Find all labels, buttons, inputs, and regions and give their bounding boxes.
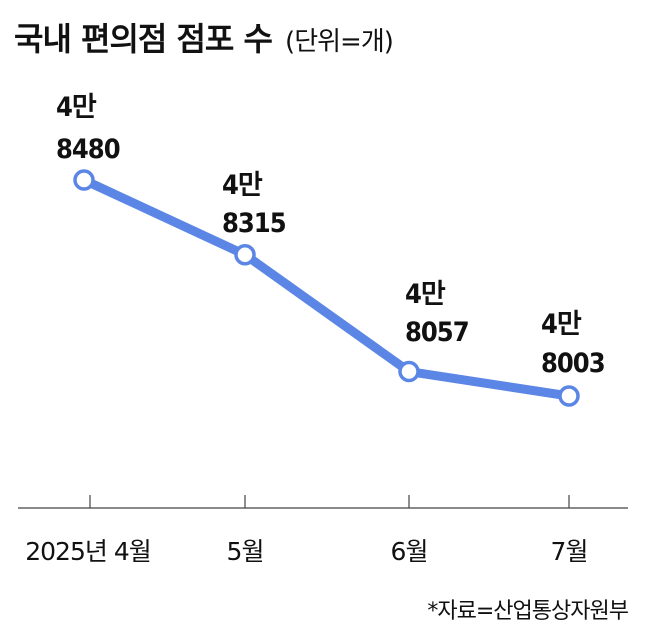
data-label-value: 8315	[222, 208, 286, 239]
data-label-prefix: 4만	[222, 170, 263, 201]
series-line-layer	[79, 175, 574, 401]
x-tick-label: 5월	[227, 537, 264, 566]
data-label-layer: 4만 8480 4만 8315 4만 8057 4만 8003	[56, 92, 606, 379]
title-area: 국내 편의점 점포 수 (단위=개)	[14, 14, 394, 60]
data-point	[398, 360, 420, 383]
data-label-value: 8003	[541, 348, 605, 379]
unit-label: (단위=개)	[285, 27, 394, 57]
chart-title: 국내 편의점 점포 수	[14, 20, 273, 58]
source-note: *자료=산업통상자원부	[427, 599, 629, 624]
data-label-prefix: 4만	[405, 279, 446, 310]
data-label-value: 8480	[56, 134, 120, 165]
x-tick-label: 6월	[391, 537, 428, 566]
data-point	[558, 385, 580, 407]
x-tick-label-layer: 2025년 4월 5월 6월 7월	[25, 537, 588, 566]
x-tick-label: 7월	[551, 537, 588, 566]
data-label-value: 8057	[405, 317, 469, 348]
data-point-layer	[73, 169, 580, 407]
data-point	[73, 169, 95, 191]
data-label-prefix: 4만	[56, 92, 97, 123]
data-point	[234, 243, 256, 266]
series-line	[79, 175, 574, 401]
x-tick-label: 2025년 4월	[25, 537, 150, 566]
x-axis	[18, 495, 628, 509]
data-label-prefix: 4만	[541, 309, 582, 340]
